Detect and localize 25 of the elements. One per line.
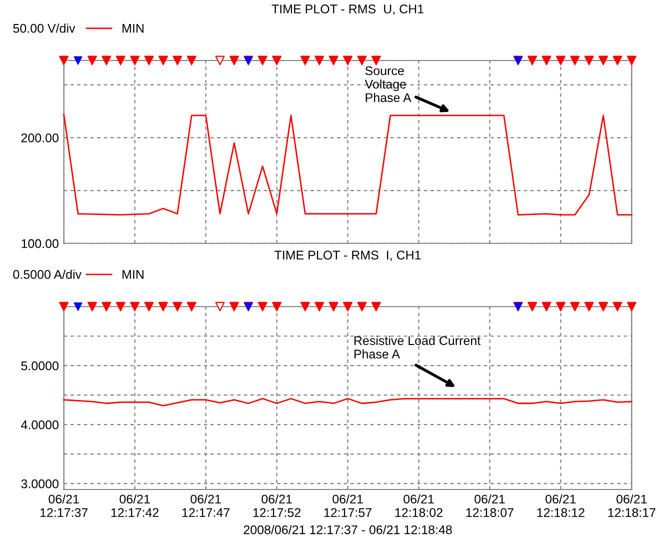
x-tick-label: 06/21 12:18:12 (537, 494, 584, 518)
annotation: Source Voltage Phase A (364, 66, 412, 102)
chart-title: TIME PLOT - RMS I, CH1 (274, 250, 421, 261)
y-axis-title: 0.5000 A/div (13, 270, 82, 279)
x-tick-label: 06/21 12:17:42 (111, 494, 159, 517)
x-tick-label: 06/21 12:17:57 (324, 494, 372, 518)
x-tick-label: 06/21 12:18:02 (395, 494, 442, 518)
x-tick-label: 06/21 12:18:07 (466, 494, 514, 518)
x-tick-label: 06/21 12:18:17 (608, 494, 656, 518)
annotation: Resistive Load Current Phase A (354, 336, 480, 359)
legend-label: MIN (122, 24, 144, 33)
y-tick-label: 3.0000 (21, 479, 58, 488)
line-series (63, 114, 632, 216)
y-tick-label: 100.00 (22, 239, 58, 248)
y-axis-title: 50.00 V/div (13, 24, 76, 33)
x-tick-label: 06/21 12:17:47 (182, 494, 230, 517)
x-tick-label: 06/21 12:17:37 (40, 494, 88, 518)
y-tick-label: 4.0000 (21, 420, 58, 430)
line-series (63, 398, 632, 406)
chart-title: TIME PLOT - RMS U, CH1 (272, 4, 424, 15)
legend-label: MIN (122, 270, 144, 279)
y-tick-label: 200.00 (21, 133, 58, 142)
x-axis-title: 2008/06/21 12:17:37 - 06/21 12:18:48 (244, 525, 452, 534)
x-tick-label: 06/21 12:17:52 (253, 494, 300, 518)
y-tick-label: 5.0000 (21, 361, 58, 370)
